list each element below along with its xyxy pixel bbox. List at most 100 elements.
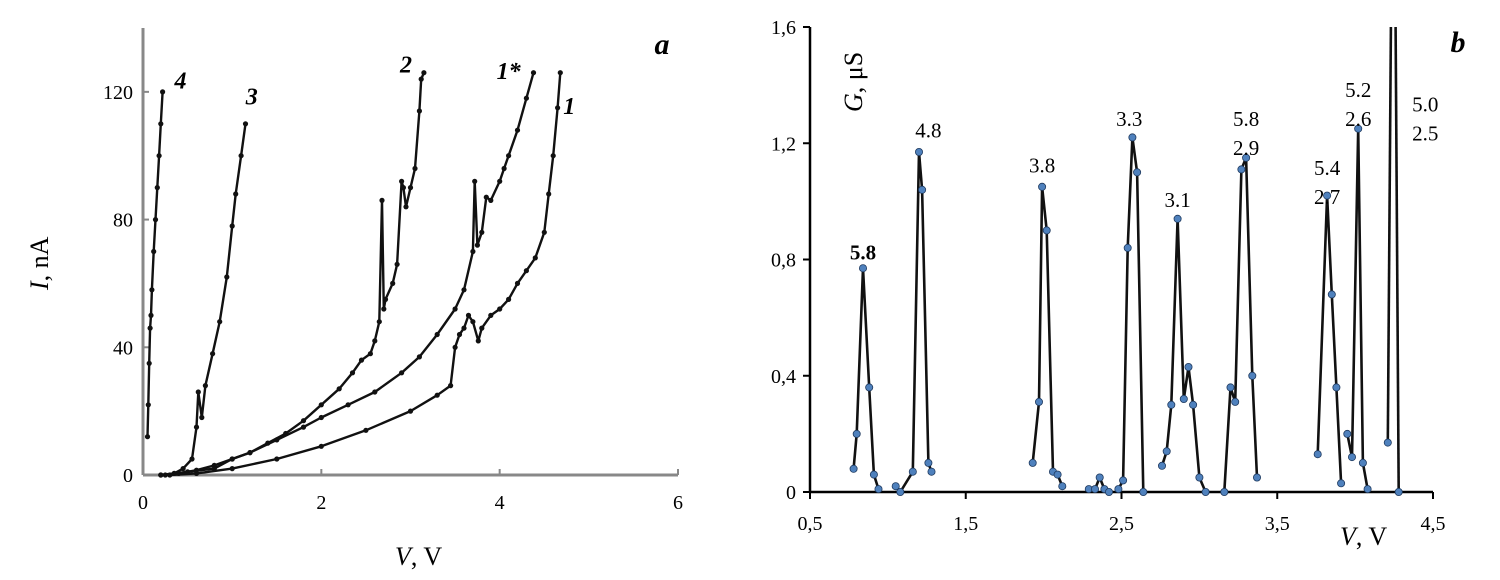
data-point — [927, 467, 936, 476]
data-point — [497, 306, 503, 312]
peak-label: 2.7 — [1314, 185, 1340, 209]
data-point — [156, 153, 162, 159]
data-point — [1105, 487, 1114, 496]
curve-label: 3 — [245, 85, 258, 111]
y-tick-label: 0 — [123, 465, 133, 487]
series-line — [169, 72, 562, 477]
data-point — [465, 312, 472, 318]
data-point — [1343, 429, 1352, 438]
data-point — [1133, 168, 1142, 177]
data-point — [1237, 165, 1246, 174]
data-point — [1348, 453, 1357, 462]
series-line — [1117, 136, 1145, 493]
data-point — [1337, 479, 1346, 488]
y-tick-label: 1,6 — [771, 17, 796, 39]
data-point — [1231, 397, 1240, 406]
data-point — [1158, 461, 1167, 470]
data-point — [488, 197, 494, 203]
data-point — [229, 223, 235, 229]
series-line — [1223, 156, 1259, 493]
data-point — [394, 261, 400, 267]
data-point — [1035, 397, 1044, 406]
data-point — [217, 319, 223, 325]
x-tick-label: 0 — [138, 492, 148, 514]
y-tick-label: 120 — [103, 82, 133, 104]
data-point — [363, 427, 369, 433]
y-tick-label: 1,2 — [771, 133, 796, 155]
curve-label: 2 — [399, 53, 412, 79]
panel-label: b — [1451, 26, 1466, 59]
data-point — [1242, 153, 1251, 162]
data-point — [193, 470, 200, 476]
data-point — [167, 472, 173, 478]
y-tick-label: 40 — [113, 337, 133, 359]
data-point — [390, 280, 396, 286]
series-line — [1316, 194, 1343, 484]
data-point — [372, 389, 378, 395]
peak-label: 3.3 — [1116, 107, 1142, 131]
data-point — [242, 121, 249, 127]
data-point — [1313, 450, 1322, 459]
data-point — [149, 287, 155, 293]
data-point — [1248, 371, 1257, 380]
series-3 — [162, 121, 249, 478]
data-point — [1327, 290, 1336, 299]
peak-label: 5.2 — [1345, 78, 1371, 102]
data-point — [158, 472, 164, 478]
data-point — [1394, 487, 1403, 496]
data-point — [908, 467, 917, 476]
data-point — [1201, 487, 1210, 496]
data-point — [372, 338, 378, 344]
data-point — [474, 242, 480, 248]
x-axis-title-variable: V — [1340, 522, 1359, 551]
data-point — [1184, 362, 1193, 371]
data-point — [421, 70, 427, 76]
data-point — [461, 287, 467, 293]
data-point — [1123, 243, 1132, 252]
peak-label: 2.6 — [1345, 107, 1371, 131]
data-point — [381, 306, 387, 312]
data-point — [461, 325, 467, 331]
data-point — [180, 466, 186, 472]
series-line — [1394, 26, 1400, 493]
data-point — [202, 383, 208, 389]
data-point — [915, 147, 924, 156]
data-point — [199, 414, 205, 421]
data-point — [1383, 438, 1392, 447]
peak-label: 5.0 — [1412, 92, 1438, 116]
data-point — [501, 165, 507, 172]
data-point — [412, 165, 418, 172]
data-point — [1095, 473, 1104, 482]
peak-label: 2.5 — [1412, 121, 1438, 145]
data-point — [488, 312, 494, 318]
data-point — [470, 248, 476, 255]
series-line — [1386, 26, 1393, 443]
data-point — [1053, 470, 1062, 479]
data-point — [1114, 485, 1123, 494]
data-point — [399, 370, 405, 376]
y-axis-title: G, μS — [839, 52, 868, 112]
data-point — [300, 418, 307, 424]
data-point — [158, 121, 164, 127]
series-line — [146, 91, 164, 437]
y-tick-label: 0 — [786, 482, 796, 504]
series-line — [165, 123, 247, 477]
data-point — [849, 464, 858, 473]
x-tick-label: 4,5 — [1421, 513, 1446, 535]
data-point — [151, 248, 157, 255]
data-point — [472, 178, 478, 184]
series-1 — [167, 70, 563, 478]
y-axis-title-variable: I — [25, 280, 54, 291]
curve-label: 1 — [563, 94, 575, 120]
data-point — [382, 296, 389, 302]
data-point — [407, 408, 414, 414]
data-point — [229, 466, 235, 472]
x-tick-label: 2,5 — [1109, 513, 1134, 535]
data-point — [238, 153, 244, 159]
data-point — [1220, 487, 1229, 496]
data-point — [1038, 182, 1047, 191]
data-point — [274, 456, 280, 462]
data-point — [479, 229, 485, 235]
data-point — [1332, 383, 1341, 392]
